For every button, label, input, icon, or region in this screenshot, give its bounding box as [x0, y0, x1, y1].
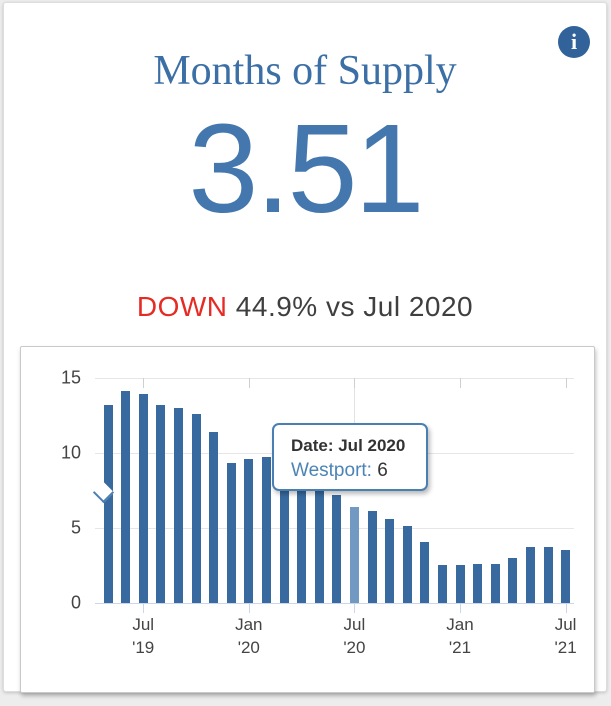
x-tick-top-jul19	[143, 378, 145, 388]
bar-dec-2019[interactable]	[227, 463, 236, 603]
x-label-month: Jul	[343, 615, 366, 634]
x-axis-label-jan-20: Jan '20	[219, 613, 279, 659]
bar-jul-2019[interactable]	[139, 394, 148, 603]
chart[interactable]: 0 5 10 15 Jul '19 Jan '20 Jul '20 Jan '21 Jul '21 Dat…	[20, 346, 595, 693]
bar-jun-2020[interactable]	[332, 495, 341, 603]
bar-dec-2020[interactable]	[438, 565, 447, 603]
bar-oct-2019[interactable]	[192, 414, 201, 603]
delta-direction: DOWN	[136, 291, 228, 322]
x-axis-label-jul-19: Jul '19	[113, 613, 173, 659]
x-tick-jul21	[565, 603, 567, 613]
bar-may-2021[interactable]	[526, 547, 535, 603]
bar-mar-2021[interactable]	[491, 564, 500, 603]
x-label-year: '21	[554, 638, 577, 657]
bar-jul-2021[interactable]	[561, 550, 570, 603]
x-tick-jan21	[460, 603, 461, 613]
x-label-year: '20	[237, 638, 260, 657]
bar-jun-2019[interactable]	[121, 391, 130, 603]
bar-may-2019[interactable]	[104, 405, 113, 603]
y-axis-label-5: 5	[70, 517, 81, 538]
plot-area: 0 5 10 15 Jul '19 Jan '20 Jul '20 Jan '21 Jul '21	[21, 347, 594, 692]
x-axis-line	[95, 603, 574, 604]
x-label-year: '19	[132, 638, 155, 657]
x-tick-jul19	[143, 603, 145, 613]
bar-mar-2020[interactable]	[280, 454, 289, 603]
x-axis-label-jul-20: Jul '20	[324, 613, 384, 659]
bar-sep-2019[interactable]	[174, 408, 183, 603]
bar-nov-2020[interactable]	[420, 542, 429, 603]
metric-card: i Months of Supply 3.51 DOWN 44.9% vs Ju…	[3, 2, 607, 693]
tooltip-date: Date: Jul 2020	[291, 436, 406, 455]
x-label-month: Jan	[446, 615, 474, 634]
x-label-month: Jan	[235, 615, 263, 634]
page-title: Months of Supply	[153, 48, 457, 94]
x-tick-jul20	[354, 603, 356, 613]
bar-jan-2021[interactable]	[456, 565, 465, 603]
bar-jun-2021[interactable]	[544, 547, 553, 603]
x-tick-top-jul20	[354, 378, 356, 388]
bar-nov-2019[interactable]	[209, 432, 218, 603]
bar-feb-2020[interactable]	[262, 457, 271, 603]
x-label-month: Jul	[554, 615, 577, 634]
x-tick-jan20	[248, 603, 250, 613]
tooltip-series-label: Westport:	[291, 460, 372, 481]
delta-detail: 44.9% vs Jul 2020	[227, 291, 474, 322]
x-label-year: '20	[343, 638, 366, 657]
x-tick-top-jan20	[248, 378, 250, 388]
x-tick-top-jan21	[460, 378, 461, 388]
x-axis-label-jul-21: Jul '21	[536, 613, 596, 659]
bar-sep-2020[interactable]	[385, 519, 394, 603]
bar-may-2020[interactable]	[315, 480, 324, 603]
y-axis-label-0: 0	[70, 592, 81, 613]
x-label-year: '21	[448, 638, 472, 657]
tooltip-series-value: 6	[371, 460, 388, 481]
bar-aug-2019[interactable]	[156, 405, 165, 603]
tooltip-series-row: Westport: 6	[291, 460, 426, 482]
y-axis-label-15: 15	[60, 367, 81, 388]
metric-delta: DOWN 44.9% vs Jul 2020	[4, 291, 606, 323]
bar-aug-2020[interactable]	[368, 511, 377, 603]
bar-feb-2021[interactable]	[473, 564, 482, 603]
bar-oct-2020[interactable]	[403, 526, 412, 603]
gridline-15	[95, 378, 574, 379]
y-axis-label-10: 10	[60, 442, 81, 463]
bar-jan-2020[interactable]	[244, 459, 253, 603]
x-tick-top-jul21	[565, 378, 567, 388]
metric-value: 3.51	[188, 98, 424, 239]
x-axis-label-jan-21: Jan '21	[430, 613, 490, 659]
chart-tooltip: Date: Jul 2020 Westport: 6	[272, 423, 428, 491]
bar-jul-2020[interactable]	[350, 507, 359, 603]
info-icon-glyph: i	[570, 29, 578, 54]
info-icon[interactable]: i	[558, 26, 590, 58]
bar-apr-2021[interactable]	[508, 558, 517, 603]
hover-crosshair	[354, 378, 356, 423]
x-label-month: Jul	[132, 615, 155, 634]
bar-apr-2020[interactable]	[297, 466, 306, 603]
